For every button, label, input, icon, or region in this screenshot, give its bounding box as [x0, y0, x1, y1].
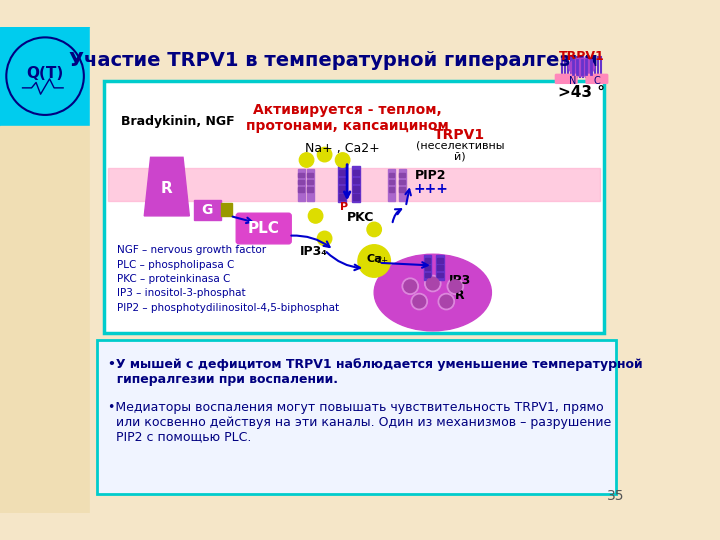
Bar: [221, 203, 232, 216]
Circle shape: [425, 275, 441, 292]
Circle shape: [308, 208, 323, 223]
Circle shape: [402, 278, 418, 294]
Circle shape: [318, 231, 332, 246]
Text: R: R: [161, 181, 173, 197]
FancyBboxPatch shape: [104, 80, 604, 333]
Text: TRPV1: TRPV1: [434, 128, 485, 142]
Ellipse shape: [374, 254, 491, 331]
Circle shape: [440, 295, 453, 308]
Circle shape: [413, 295, 426, 308]
Bar: [0, 126, 90, 514]
Bar: [194, 200, 221, 219]
Circle shape: [318, 147, 332, 162]
FancyBboxPatch shape: [236, 213, 291, 244]
Text: Na+ , Ca2+: Na+ , Ca2+: [305, 142, 380, 155]
Text: +++: +++: [413, 182, 449, 196]
Bar: [351, 166, 360, 202]
Bar: [299, 187, 304, 192]
Bar: [387, 169, 395, 201]
Bar: [307, 187, 313, 192]
Bar: [437, 258, 443, 263]
FancyBboxPatch shape: [97, 340, 616, 494]
Circle shape: [447, 278, 464, 294]
Circle shape: [358, 245, 390, 277]
Text: PIP2 – phosphotydilinositol-4,5-biphosphat: PIP2 – phosphotydilinositol-4,5-biphosph…: [117, 303, 339, 313]
Bar: [339, 178, 346, 184]
Bar: [425, 266, 430, 270]
Text: >43 °: >43 °: [558, 85, 605, 100]
Text: Участие TRPV1 в температурной гипералгезии: Участие TRPV1 в температурной гипералгез…: [69, 51, 598, 70]
Bar: [0, 26, 90, 126]
Bar: [339, 194, 346, 200]
Text: G: G: [202, 202, 213, 217]
Text: IP3 – inositol-3-phosphat: IP3 – inositol-3-phosphat: [117, 288, 246, 299]
Text: Bradykinin, NGF: Bradykinin, NGF: [121, 114, 235, 128]
Bar: [307, 180, 313, 184]
Text: P: P: [341, 202, 348, 212]
Bar: [400, 173, 405, 177]
Bar: [90, 26, 649, 514]
Circle shape: [426, 277, 439, 290]
Bar: [353, 178, 359, 184]
Bar: [389, 187, 394, 192]
Circle shape: [367, 222, 382, 237]
Circle shape: [336, 153, 350, 167]
Bar: [299, 180, 304, 184]
Text: TRPV1: TRPV1: [559, 50, 604, 63]
Text: NGF – nervous growth factor: NGF – nervous growth factor: [117, 245, 266, 255]
Text: PLC – phospholipasa C: PLC – phospholipasa C: [117, 260, 235, 269]
Text: •У мышей с дефицитом TRPV1 наблюдается уменьшение температурной
  гипералгезии п: •У мышей с дефицитом TRPV1 наблюдается у…: [108, 359, 643, 386]
Bar: [307, 173, 313, 177]
Text: IP3₄: IP3₄: [300, 246, 328, 259]
Text: C: C: [593, 76, 600, 86]
Bar: [437, 266, 443, 270]
Bar: [108, 168, 600, 200]
Text: •Медиаторы воспаления могут повышать чувствительность TRPV1, прямо
  или косвенн: •Медиаторы воспаления могут повышать чув…: [108, 401, 611, 444]
Bar: [389, 173, 394, 177]
Circle shape: [404, 280, 417, 293]
FancyBboxPatch shape: [586, 75, 608, 83]
Bar: [297, 169, 305, 201]
Bar: [339, 170, 346, 176]
Text: 2+: 2+: [377, 255, 388, 265]
Text: Q(T): Q(T): [27, 66, 63, 81]
Bar: [389, 180, 394, 184]
Text: PIP2: PIP2: [415, 169, 446, 182]
Bar: [424, 255, 431, 280]
Text: PLC: PLC: [248, 221, 279, 236]
Bar: [399, 169, 406, 201]
Text: IP3
R: IP3 R: [449, 274, 471, 302]
Bar: [353, 194, 359, 200]
FancyBboxPatch shape: [555, 75, 577, 83]
Circle shape: [300, 153, 314, 167]
Circle shape: [449, 280, 462, 293]
Bar: [400, 180, 405, 184]
Text: Ca: Ca: [366, 254, 382, 264]
Bar: [299, 173, 304, 177]
Bar: [437, 273, 443, 277]
Text: PKC: PKC: [347, 211, 374, 224]
Bar: [339, 186, 346, 192]
Circle shape: [438, 293, 454, 309]
Text: 35: 35: [608, 489, 625, 503]
Bar: [425, 258, 430, 263]
Bar: [436, 255, 444, 280]
Bar: [338, 166, 346, 202]
Text: PKC – proteinkinasa C: PKC – proteinkinasa C: [117, 274, 230, 284]
Text: N: N: [569, 76, 576, 86]
Ellipse shape: [569, 58, 594, 76]
Bar: [353, 170, 359, 176]
Bar: [425, 273, 430, 277]
Bar: [307, 169, 314, 201]
Circle shape: [411, 293, 428, 309]
Text: (неселективны
й): (неселективны й): [415, 140, 504, 162]
Bar: [400, 187, 405, 192]
Text: Активируется - теплом,
протонами, капсаицином: Активируется - теплом, протонами, капсаи…: [246, 103, 449, 133]
Polygon shape: [144, 157, 189, 216]
Circle shape: [4, 36, 86, 117]
Bar: [353, 186, 359, 192]
